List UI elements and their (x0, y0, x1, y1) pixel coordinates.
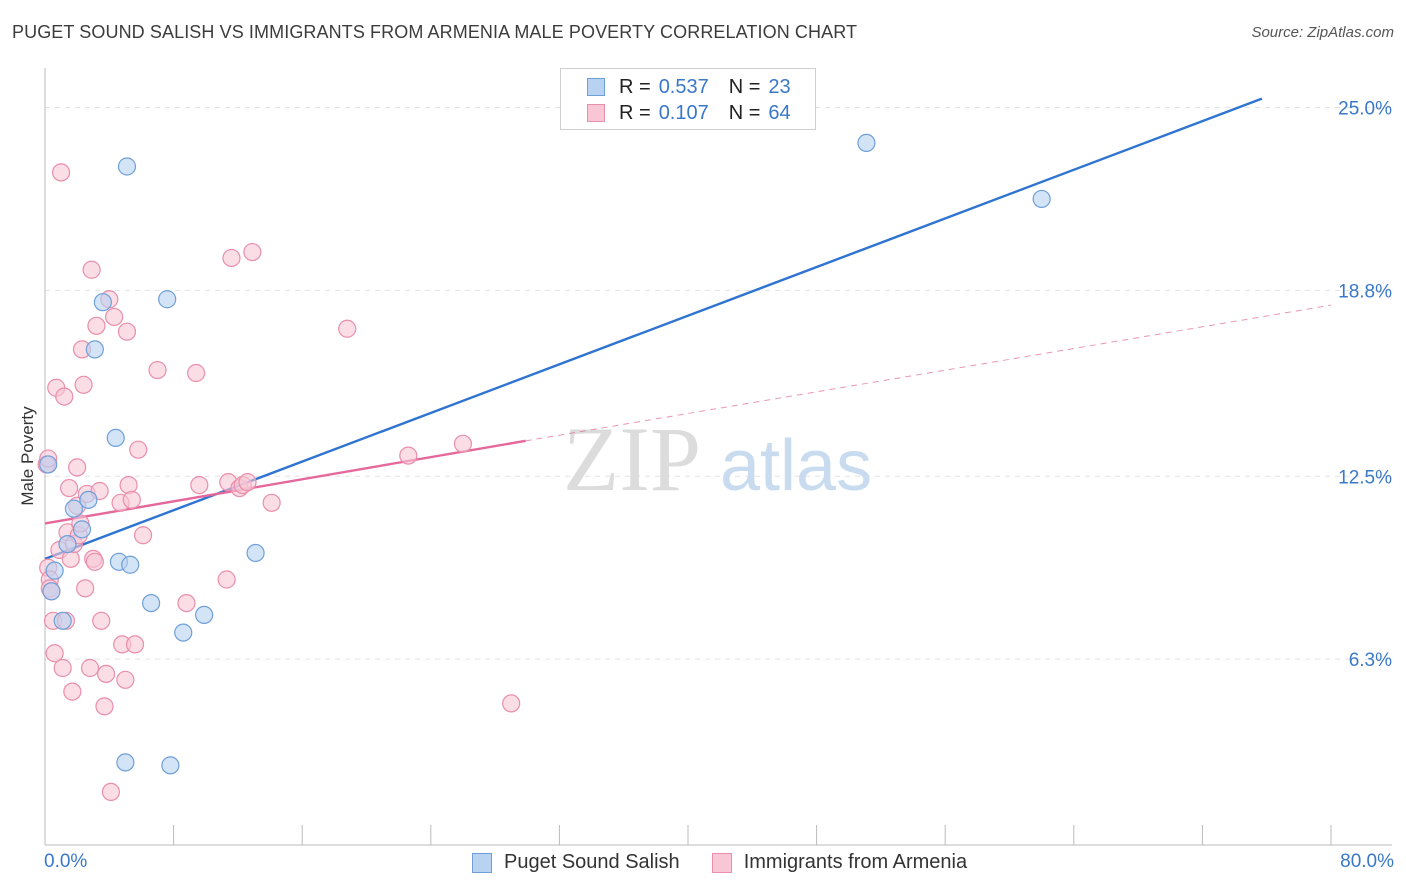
data-point-immigrants-from-armenia (74, 375, 93, 394)
data-point-puget-sound-salish (141, 593, 161, 613)
watermark: ZIP atlas (563, 408, 872, 510)
data-point-immigrants-from-armenia (60, 478, 79, 498)
legend-r-value: 0.107 (658, 101, 709, 124)
data-point-immigrants-from-armenia (80, 658, 100, 678)
data-point-immigrants-from-armenia (133, 526, 153, 545)
data-point-immigrants-from-armenia (45, 644, 64, 663)
data-point-puget-sound-salish (93, 293, 112, 312)
data-point-puget-sound-salish (1032, 189, 1051, 209)
data-point-immigrants-from-armenia (92, 611, 111, 630)
data-point-puget-sound-salish (72, 520, 92, 539)
data-point-immigrants-from-armenia (51, 163, 71, 182)
legend-n-value: 64 (768, 101, 791, 124)
data-point-immigrants-from-armenia (177, 593, 196, 613)
data-point-immigrants-from-armenia (187, 363, 206, 383)
legend-row-blue: R = 0.537 N = 23 (587, 75, 791, 99)
data-point-immigrants-from-armenia (399, 446, 418, 465)
data-point-puget-sound-salish (58, 534, 77, 554)
y-tick-labels: 6.3% 12.5% 18.8% 25.0% (1338, 99, 1392, 672)
data-point-puget-sound-salish (174, 623, 193, 642)
data-point-puget-sound-salish (106, 428, 125, 447)
data-point-puget-sound-salish (53, 611, 72, 630)
data-point-immigrants-from-armenia (338, 319, 357, 338)
data-point-immigrants-from-armenia (122, 490, 141, 509)
data-point-puget-sound-salish (195, 605, 214, 625)
data-point-immigrants-from-armenia (63, 682, 82, 701)
watermark-zip: ZIP (563, 408, 701, 510)
data-point-immigrants-from-armenia (55, 387, 74, 406)
data-point-puget-sound-salish (121, 555, 140, 574)
data-point-immigrants-from-armenia (96, 664, 116, 684)
data-point-immigrants-from-armenia (119, 476, 138, 495)
data-point-puget-sound-salish (158, 290, 177, 309)
legend-n-value: 23 (768, 75, 791, 98)
data-point-immigrants-from-armenia (148, 360, 167, 380)
data-point-immigrants-from-armenia (53, 658, 72, 678)
data-point-immigrants-from-armenia (116, 670, 135, 689)
data-point-immigrants-from-armenia (68, 458, 87, 477)
data-point-immigrants-from-armenia (95, 697, 114, 716)
y-tick-label: 12.5% (1338, 467, 1392, 488)
data-point-immigrants-from-armenia (105, 307, 124, 327)
data-point-immigrants-from-armenia (125, 635, 145, 654)
data-point-immigrants-from-armenia (129, 440, 148, 459)
data-point-immigrants-from-armenia (190, 476, 209, 495)
data-point-immigrants-from-armenia (82, 260, 101, 279)
series-swatch-blue (472, 852, 492, 873)
data-point-immigrants-from-armenia (453, 434, 473, 453)
legend-r-label: R = (619, 75, 651, 98)
y-tick-label: 6.3% (1349, 650, 1392, 671)
data-point-puget-sound-salish (246, 543, 265, 563)
chart-title: PUGET SOUND SALISH VS IMMIGRANTS FROM AR… (12, 22, 858, 42)
x-tick-label-min: 0.0% (44, 851, 88, 872)
data-point-immigrants-from-armenia (87, 316, 106, 335)
legend-swatch-blue (587, 78, 605, 96)
data-point-immigrants-from-armenia (222, 248, 241, 268)
legend-r-value: 0.537 (658, 75, 709, 98)
series-legend-item-pink: Immigrants from Armenia (711, 851, 968, 874)
watermark-atlas: atlas (720, 426, 872, 506)
data-point-puget-sound-salish (39, 455, 58, 474)
correlation-legend: R = 0.537 N = 23 R = 0.107 N = 64 (560, 68, 816, 130)
data-point-immigrants-from-armenia (217, 570, 236, 589)
data-point-immigrants-from-armenia (117, 322, 137, 341)
series-legend: Puget Sound Salish Immigrants from Armen… (472, 851, 999, 874)
data-point-puget-sound-salish (857, 133, 876, 152)
data-point-puget-sound-salish (45, 561, 64, 580)
legend-row-pink: R = 0.107 N = 64 (587, 101, 791, 125)
data-point-immigrants-from-armenia (85, 552, 104, 571)
legend-swatch-pink (587, 104, 605, 122)
data-point-puget-sound-salish (64, 499, 84, 518)
data-point-immigrants-from-armenia (243, 242, 262, 262)
data-point-puget-sound-salish (116, 753, 135, 772)
axes (44, 68, 1392, 846)
data-point-puget-sound-salish (79, 490, 98, 509)
data-point-immigrants-from-armenia (101, 782, 121, 802)
y-tick-label: 25.0% (1338, 99, 1392, 120)
source-label: Source: ZipAtlas.com (1251, 24, 1394, 41)
x-tick-label-max: 80.0% (1340, 851, 1394, 872)
series-legend-item-blue: Puget Sound Salish (472, 851, 680, 874)
gridlines (45, 107, 1392, 660)
y-tick-label: 18.8% (1338, 281, 1392, 302)
trend-line-extension-immigrants-from-armenia (525, 304, 1332, 442)
legend-r-label: R = (619, 101, 651, 124)
legend-n-label: N = (728, 101, 761, 124)
data-point-puget-sound-salish (42, 582, 61, 601)
legend-n-label: N = (728, 75, 761, 98)
series-legend-label: Immigrants from Armenia (743, 851, 968, 873)
data-point-immigrants-from-armenia (262, 493, 281, 512)
data-point-immigrants-from-armenia (76, 579, 95, 598)
data-points (37, 133, 1051, 802)
data-point-immigrants-from-armenia (61, 549, 80, 568)
series-swatch-pink (711, 852, 732, 873)
data-point-puget-sound-salish (161, 756, 180, 775)
data-point-immigrants-from-armenia (238, 473, 257, 492)
data-point-puget-sound-salish (85, 340, 104, 359)
data-point-immigrants-from-armenia (502, 694, 521, 713)
data-point-puget-sound-salish (117, 157, 137, 176)
series-legend-label: Puget Sound Salish (504, 851, 680, 873)
